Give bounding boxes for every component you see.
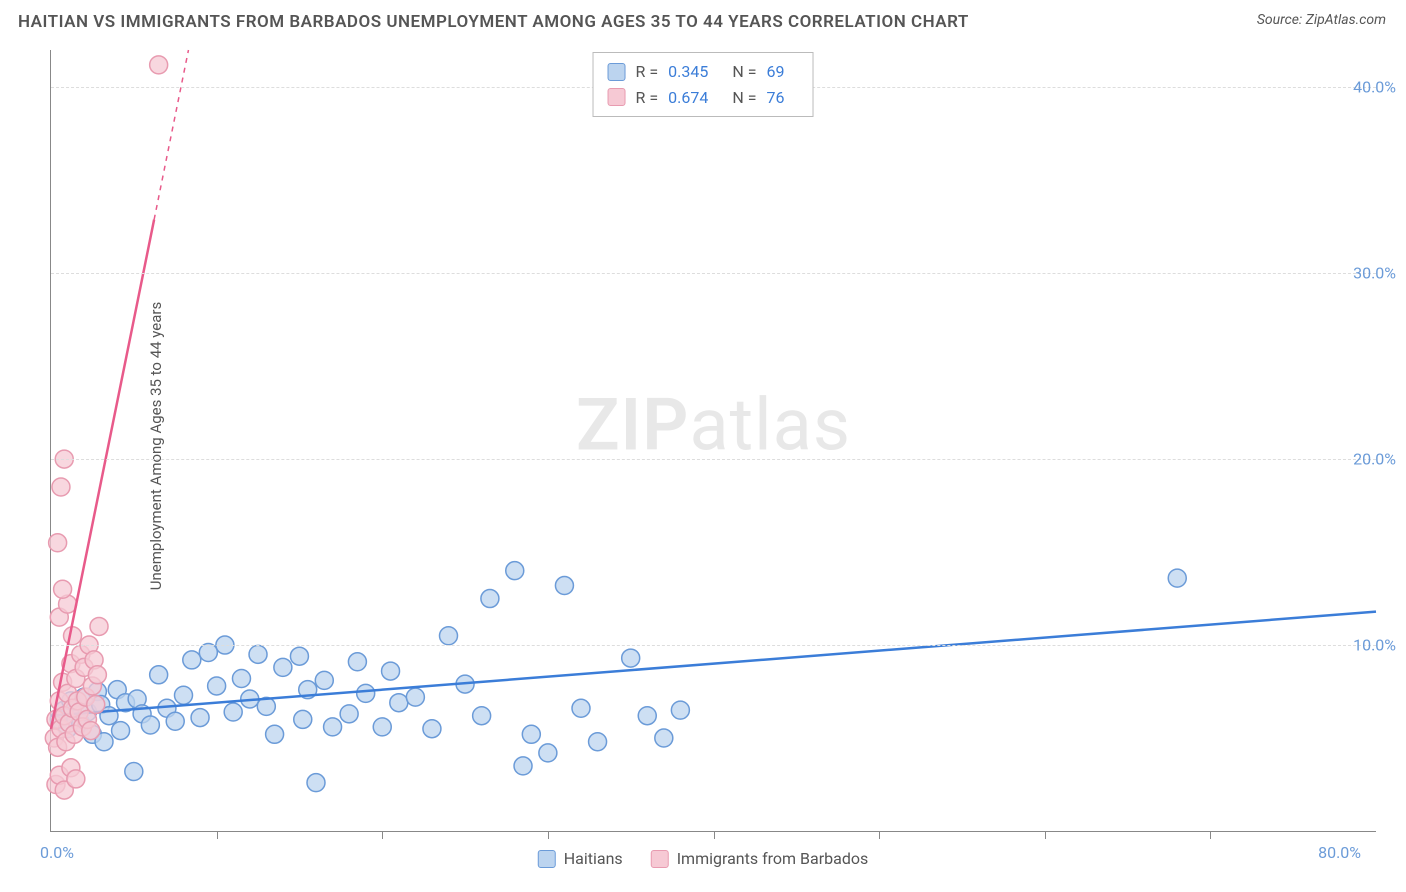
data-point bbox=[49, 534, 67, 552]
r-value: 0.674 bbox=[668, 85, 708, 111]
data-point bbox=[522, 725, 540, 743]
data-point bbox=[199, 643, 217, 661]
chart-plot-area: ZIPatlas bbox=[50, 50, 1376, 832]
data-point bbox=[166, 712, 184, 730]
data-point bbox=[224, 703, 242, 721]
data-point bbox=[390, 694, 408, 712]
data-point bbox=[141, 716, 159, 734]
data-point bbox=[423, 720, 441, 738]
x-tick bbox=[879, 831, 880, 839]
chart-header: HAITIAN VS IMMIGRANTS FROM BARBADOS UNEM… bbox=[0, 0, 1406, 40]
y-tick-label: 40.0% bbox=[1353, 78, 1396, 97]
scatter-plot-svg bbox=[51, 50, 1376, 831]
data-point bbox=[481, 590, 499, 608]
legend-label: Immigrants from Barbados bbox=[677, 849, 869, 868]
data-point bbox=[208, 677, 226, 695]
data-point bbox=[307, 774, 325, 792]
x-axis-origin-label: 0.0% bbox=[40, 843, 74, 862]
stats-legend-row: R = 0.674 N = 76 bbox=[608, 85, 799, 111]
data-point bbox=[266, 725, 284, 743]
data-point bbox=[671, 701, 689, 719]
legend-swatch bbox=[651, 850, 669, 868]
data-point bbox=[440, 627, 458, 645]
chart-title: HAITIAN VS IMMIGRANTS FROM BARBADOS UNEM… bbox=[18, 12, 969, 32]
data-point bbox=[406, 688, 424, 706]
stats-legend-box: R = 0.345 N = 69 R = 0.674 N = 76 bbox=[593, 52, 814, 117]
legend-swatch bbox=[538, 850, 556, 868]
trend-line bbox=[51, 220, 154, 729]
n-label: N = bbox=[732, 59, 756, 85]
x-tick bbox=[1045, 831, 1046, 839]
x-tick bbox=[714, 831, 715, 839]
x-tick bbox=[382, 831, 383, 839]
x-tick bbox=[1210, 831, 1211, 839]
data-point bbox=[52, 478, 70, 496]
data-point bbox=[88, 666, 106, 684]
legend-item: Immigrants from Barbados bbox=[651, 849, 869, 868]
y-tick-label: 20.0% bbox=[1353, 450, 1396, 469]
data-point bbox=[150, 666, 168, 684]
n-value: 76 bbox=[766, 85, 784, 111]
data-point bbox=[175, 686, 193, 704]
data-point bbox=[539, 744, 557, 762]
stats-legend-row: R = 0.345 N = 69 bbox=[608, 59, 799, 85]
data-point bbox=[348, 653, 366, 671]
data-point bbox=[274, 658, 292, 676]
data-point bbox=[514, 757, 532, 775]
x-axis-max-label: 80.0% bbox=[1318, 843, 1361, 862]
data-point bbox=[382, 662, 400, 680]
data-point bbox=[373, 718, 391, 736]
data-point bbox=[315, 671, 333, 689]
data-point bbox=[340, 705, 358, 723]
data-point bbox=[572, 699, 590, 717]
n-value: 69 bbox=[766, 59, 784, 85]
data-point bbox=[82, 722, 100, 740]
data-point bbox=[87, 696, 105, 714]
data-point bbox=[290, 647, 308, 665]
data-point bbox=[589, 733, 607, 751]
series-legend: Haitians Immigrants from Barbados bbox=[538, 849, 868, 868]
gridline bbox=[51, 645, 1376, 646]
data-point bbox=[655, 729, 673, 747]
legend-item: Haitians bbox=[538, 849, 623, 868]
trend-line-dashed bbox=[154, 50, 188, 220]
x-tick bbox=[217, 831, 218, 839]
legend-swatch bbox=[608, 63, 626, 81]
data-point bbox=[555, 577, 573, 595]
r-label: R = bbox=[636, 85, 659, 111]
x-tick bbox=[548, 831, 549, 839]
data-point bbox=[324, 718, 342, 736]
data-point bbox=[54, 580, 72, 598]
gridline bbox=[51, 273, 1376, 274]
data-point bbox=[294, 710, 312, 728]
data-point bbox=[473, 707, 491, 725]
data-point bbox=[64, 627, 82, 645]
data-point bbox=[125, 762, 143, 780]
r-value: 0.345 bbox=[668, 59, 708, 85]
data-point bbox=[638, 707, 656, 725]
source-attribution: Source: ZipAtlas.com bbox=[1257, 12, 1386, 28]
legend-swatch bbox=[608, 88, 626, 106]
data-point bbox=[506, 562, 524, 580]
y-tick-label: 10.0% bbox=[1353, 636, 1396, 655]
y-tick-label: 30.0% bbox=[1353, 264, 1396, 283]
r-label: R = bbox=[636, 59, 659, 85]
data-point bbox=[191, 709, 209, 727]
data-point bbox=[90, 617, 108, 635]
data-point bbox=[112, 722, 130, 740]
data-point bbox=[67, 770, 85, 788]
data-point bbox=[150, 56, 168, 74]
data-point bbox=[249, 645, 267, 663]
n-label: N = bbox=[732, 85, 756, 111]
source-label: Source: bbox=[1257, 12, 1302, 28]
trend-line bbox=[51, 612, 1376, 716]
data-point bbox=[183, 651, 201, 669]
source-value: ZipAtlas.com bbox=[1306, 12, 1386, 28]
legend-label: Haitians bbox=[564, 849, 623, 868]
gridline bbox=[51, 459, 1376, 460]
data-point bbox=[1168, 569, 1186, 587]
data-point bbox=[622, 649, 640, 667]
data-point bbox=[357, 684, 375, 702]
data-point bbox=[232, 670, 250, 688]
